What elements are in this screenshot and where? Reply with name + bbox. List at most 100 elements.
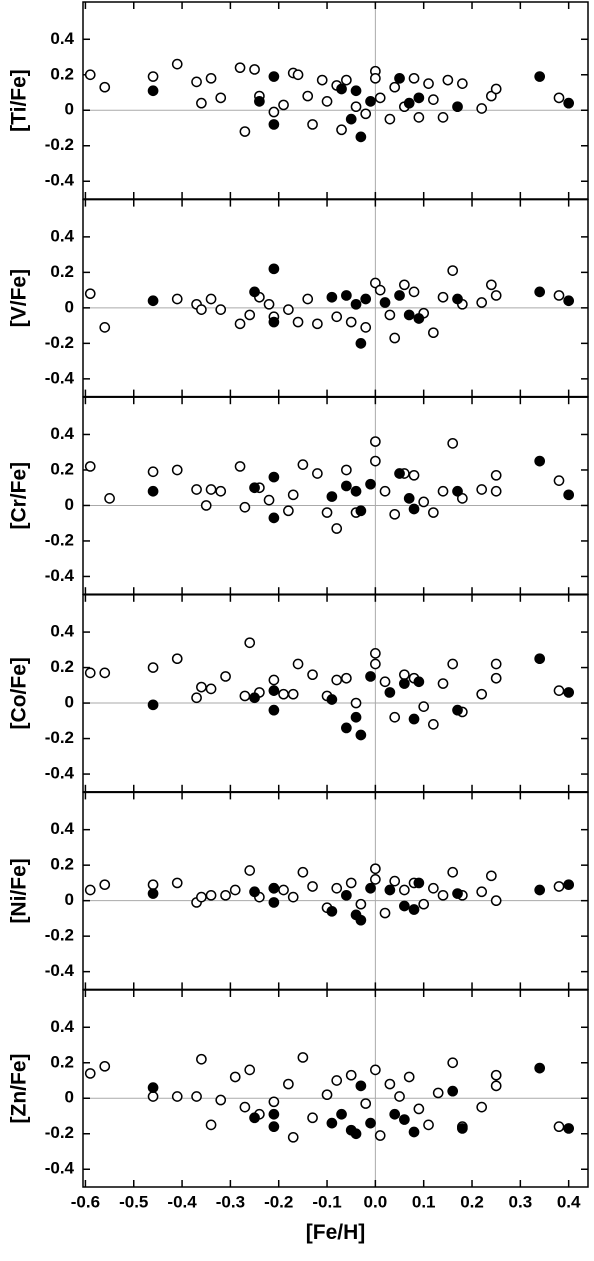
- open-point: [389, 508, 401, 520]
- open-point: [490, 1069, 502, 1081]
- filled-point: [268, 512, 280, 524]
- open-point: [205, 683, 217, 695]
- open-point: [370, 277, 381, 289]
- filled-point: [268, 1108, 280, 1120]
- open-point: [428, 327, 439, 339]
- filled-point: [268, 897, 280, 908]
- open-point: [244, 1064, 256, 1076]
- open-point: [485, 90, 497, 102]
- filled-point: [384, 884, 396, 896]
- filled-point: [394, 468, 405, 479]
- open-point: [394, 1091, 405, 1102]
- open-point: [99, 81, 111, 93]
- open-point: [355, 898, 367, 910]
- open-point: [171, 293, 183, 305]
- y-tick-label: -0.4: [45, 1159, 75, 1178]
- filled-point: [534, 455, 546, 467]
- open-point: [553, 290, 565, 301]
- open-point: [370, 1064, 381, 1076]
- filled-point: [355, 729, 367, 741]
- open-point: [84, 69, 96, 81]
- open-point: [341, 74, 352, 86]
- filled-point: [399, 1114, 410, 1125]
- open-point: [292, 69, 304, 81]
- open-point: [200, 500, 212, 511]
- y-tick-label: -0.2: [45, 530, 74, 549]
- open-point: [215, 1094, 227, 1106]
- y-tick-label: -0.4: [45, 566, 75, 585]
- open-point: [490, 485, 502, 497]
- open-point: [321, 1089, 333, 1101]
- filled-point: [457, 1123, 468, 1134]
- y-tick-label: -0.4: [45, 368, 75, 387]
- open-point: [437, 678, 449, 689]
- open-point: [297, 866, 309, 878]
- open-point: [447, 437, 459, 449]
- y-tick-label: -0.4: [45, 961, 75, 980]
- open-point: [191, 1091, 202, 1102]
- y-tick-label: 0.2: [50, 64, 74, 83]
- open-point: [84, 667, 96, 679]
- open-point: [316, 74, 328, 86]
- open-point: [234, 318, 246, 330]
- filled-point: [268, 1121, 280, 1133]
- open-point: [374, 284, 386, 296]
- open-point: [428, 719, 439, 730]
- open-point: [287, 1131, 299, 1143]
- open-point: [345, 316, 357, 328]
- filled-point: [326, 1117, 338, 1129]
- y-axis-label: [V/Fe]: [8, 269, 31, 327]
- open-point: [408, 72, 420, 84]
- open-point: [297, 1052, 309, 1063]
- open-point: [389, 711, 401, 723]
- filled-point: [403, 309, 415, 321]
- y-tick-label: 0: [65, 693, 74, 712]
- open-point: [476, 103, 488, 114]
- open-point: [399, 279, 410, 291]
- open-point: [490, 469, 502, 481]
- filled-point: [249, 692, 260, 704]
- filled-point: [350, 711, 362, 723]
- filled-point: [452, 293, 463, 305]
- open-point: [423, 1119, 434, 1131]
- filled-point: [336, 1108, 347, 1120]
- open-point: [384, 113, 396, 125]
- open-point: [331, 311, 343, 323]
- open-point: [239, 690, 251, 702]
- open-point: [268, 106, 280, 118]
- open-point: [408, 469, 420, 481]
- open-point: [215, 304, 227, 315]
- filled-point: [268, 685, 280, 696]
- filled-point: [534, 71, 546, 82]
- filled-point: [355, 914, 367, 926]
- open-point: [249, 64, 260, 75]
- open-point: [171, 877, 183, 889]
- open-point: [283, 304, 294, 315]
- open-point: [84, 884, 96, 896]
- open-point: [196, 891, 207, 903]
- open-point: [379, 485, 391, 497]
- open-point: [408, 286, 420, 298]
- filled-point: [408, 1126, 420, 1138]
- x-tick-label: 0.4: [557, 1192, 581, 1211]
- filled-point: [394, 290, 405, 301]
- open-point: [234, 62, 246, 74]
- open-point: [350, 101, 362, 113]
- open-point: [147, 879, 159, 891]
- y-tick-label: 0.2: [50, 1052, 74, 1071]
- y-axis-label: [Ti/Fe]: [8, 69, 31, 132]
- filled-point: [408, 713, 420, 725]
- filled-point: [365, 1117, 376, 1129]
- y-tick-label: 0: [65, 495, 74, 514]
- open-point: [244, 865, 256, 876]
- open-point: [476, 297, 488, 308]
- open-point: [360, 108, 372, 120]
- open-point: [345, 877, 357, 889]
- x-tick-label: -0.4: [167, 1192, 197, 1211]
- open-point: [374, 1130, 386, 1141]
- filled-point: [379, 297, 391, 308]
- x-tick-label: 0.3: [509, 1192, 533, 1211]
- open-point: [278, 688, 289, 700]
- open-point: [384, 309, 396, 321]
- open-point: [490, 1080, 502, 1092]
